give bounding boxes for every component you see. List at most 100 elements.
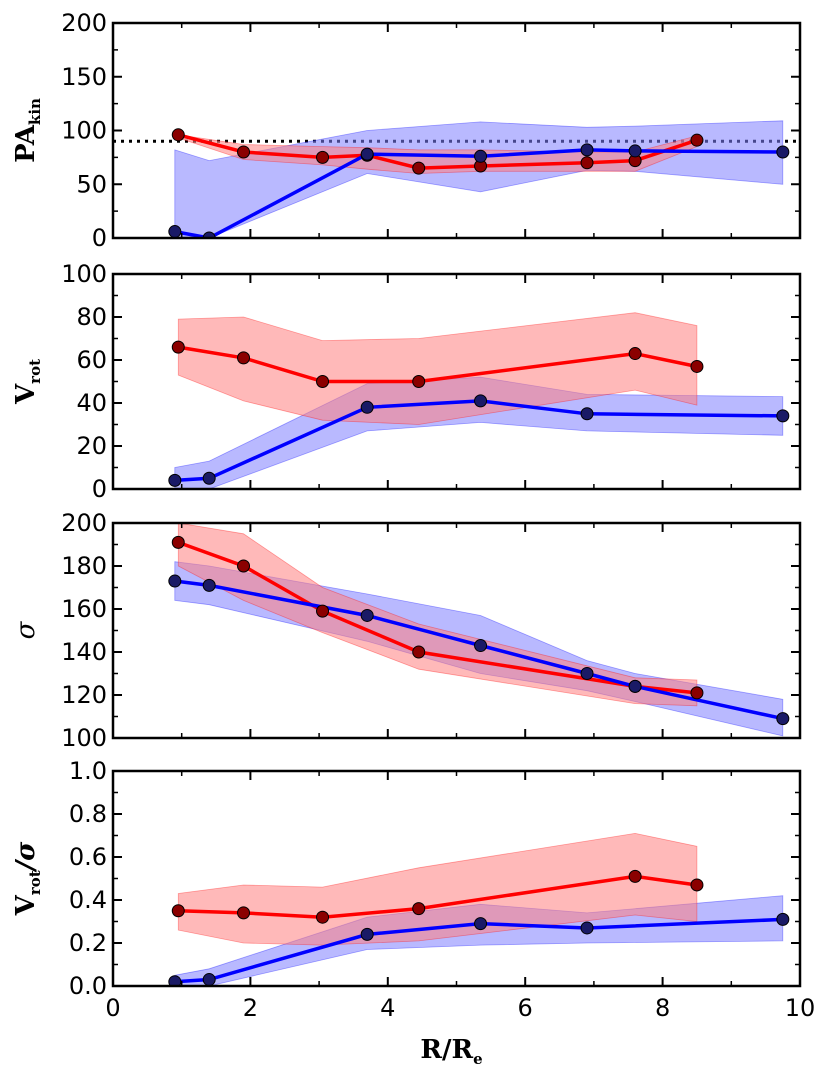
point-red	[690, 359, 704, 373]
panel-sigma: 100 120 140 160 180 200 σ	[11, 509, 802, 752]
point-blue	[202, 231, 216, 238]
point-red	[237, 145, 251, 159]
plot-area	[168, 312, 790, 489]
point-blue	[580, 921, 594, 935]
y-axis-label-main: PA	[11, 124, 41, 163]
point-blue	[580, 667, 594, 680]
point-red	[412, 161, 426, 175]
panel-pa_kin: 0 50 100 150 200 PAkin	[11, 9, 802, 252]
y-tick-label: 80	[76, 303, 107, 331]
plot-area	[113, 120, 800, 238]
point-red	[171, 128, 185, 142]
point-blue	[776, 712, 790, 726]
y-tick-label: 120	[61, 681, 107, 709]
point-red	[412, 645, 426, 659]
y-tick-label: 160	[61, 595, 107, 623]
point-blue	[628, 679, 642, 693]
y-tick-label: 180	[61, 552, 107, 580]
y-tick-label: 100	[61, 724, 107, 752]
panel-v_over_sigma: 0.0 0.2 0.4 0.6 0.8 1.0 Vrot/σ 0 2 4 6 8 10 R/Re	[11, 757, 815, 1068]
y-tick-label: 100	[61, 260, 107, 288]
line-red	[178, 874, 698, 919]
y-tick-label: 0.0	[69, 972, 107, 1000]
point-blue	[360, 927, 374, 941]
point-red	[237, 559, 251, 573]
plot-area	[168, 832, 790, 986]
point-blue	[202, 973, 216, 986]
point-red	[237, 351, 251, 365]
point-blue	[776, 409, 790, 423]
y-tick-label: 150	[61, 63, 107, 91]
y-tick-label: 60	[76, 346, 107, 374]
y-tick-label: 140	[61, 638, 107, 666]
y-axis-label-sub: rot	[26, 870, 44, 895]
point-blue	[776, 145, 790, 159]
point-red	[316, 375, 330, 388]
point-blue	[474, 639, 488, 653]
x-tick-label: 0	[105, 994, 120, 1022]
point-red	[171, 904, 185, 918]
point-red	[628, 347, 642, 361]
y-tick-label: 0.2	[69, 929, 107, 957]
point-blue	[168, 975, 182, 986]
x-axis-label-sub: e	[473, 1050, 483, 1068]
x-tick-label: 4	[380, 994, 395, 1022]
y-tick-label: 1.0	[69, 757, 107, 785]
point-blue	[202, 471, 216, 485]
point-blue	[580, 407, 594, 421]
x-tick-label: 8	[655, 994, 670, 1022]
point-red	[580, 156, 594, 170]
y-tick-label: 0	[92, 475, 107, 503]
y-tick-label: 20	[76, 432, 107, 460]
point-red	[171, 535, 185, 549]
line-red	[178, 345, 698, 384]
point-red	[316, 604, 330, 618]
y-tick-label: 200	[61, 9, 107, 37]
point-red	[171, 340, 185, 354]
x-axis-label-main: R/R	[420, 1035, 473, 1065]
y-tick-label: 0.6	[69, 843, 107, 871]
point-blue	[628, 144, 642, 158]
y-axis-label: PAkin	[11, 98, 44, 163]
point-blue	[474, 917, 488, 931]
point-blue	[360, 608, 374, 622]
y-tick-label: 0	[92, 224, 107, 252]
point-blue	[474, 394, 488, 408]
point-blue	[168, 574, 182, 588]
point-blue	[474, 149, 488, 163]
point-red	[412, 375, 426, 388]
y-axis-label-suffix: /σ	[11, 841, 41, 873]
panel-v_rot: 0 20 40 60 80 100 Vrot	[11, 260, 802, 503]
point-red	[628, 869, 642, 883]
point-blue	[776, 912, 790, 926]
x-tick-label: 10	[785, 994, 816, 1022]
point-blue	[168, 225, 182, 238]
y-tick-label: 100	[61, 117, 107, 145]
x-tick-label: 2	[243, 994, 258, 1022]
point-red	[316, 910, 330, 924]
point-red	[316, 150, 330, 164]
y-axis-label-sub: rot	[26, 359, 44, 384]
point-blue	[580, 143, 594, 157]
point-blue	[202, 578, 216, 592]
point-red	[237, 906, 251, 920]
y-axis-label-sub: kin	[26, 98, 44, 125]
point-red	[690, 133, 704, 147]
y-axis-label: σ	[11, 620, 41, 639]
point-red	[412, 902, 426, 916]
point-red	[690, 878, 704, 892]
y-axis-label-main: V	[11, 383, 41, 405]
x-tick-label: 6	[518, 994, 533, 1022]
y-axis-label-main: V	[11, 894, 41, 916]
y-tick-label: 40	[76, 389, 107, 417]
point-blue	[360, 400, 374, 414]
x-axis-label: R/Re	[420, 1035, 482, 1068]
point-red	[690, 686, 704, 700]
point-blue	[168, 473, 182, 487]
point-blue	[360, 147, 374, 161]
y-axis-label: Vrot/σ	[11, 841, 44, 917]
band-red	[177, 312, 698, 425]
y-axis-label: Vrot	[11, 359, 44, 405]
plot-area	[168, 523, 790, 737]
